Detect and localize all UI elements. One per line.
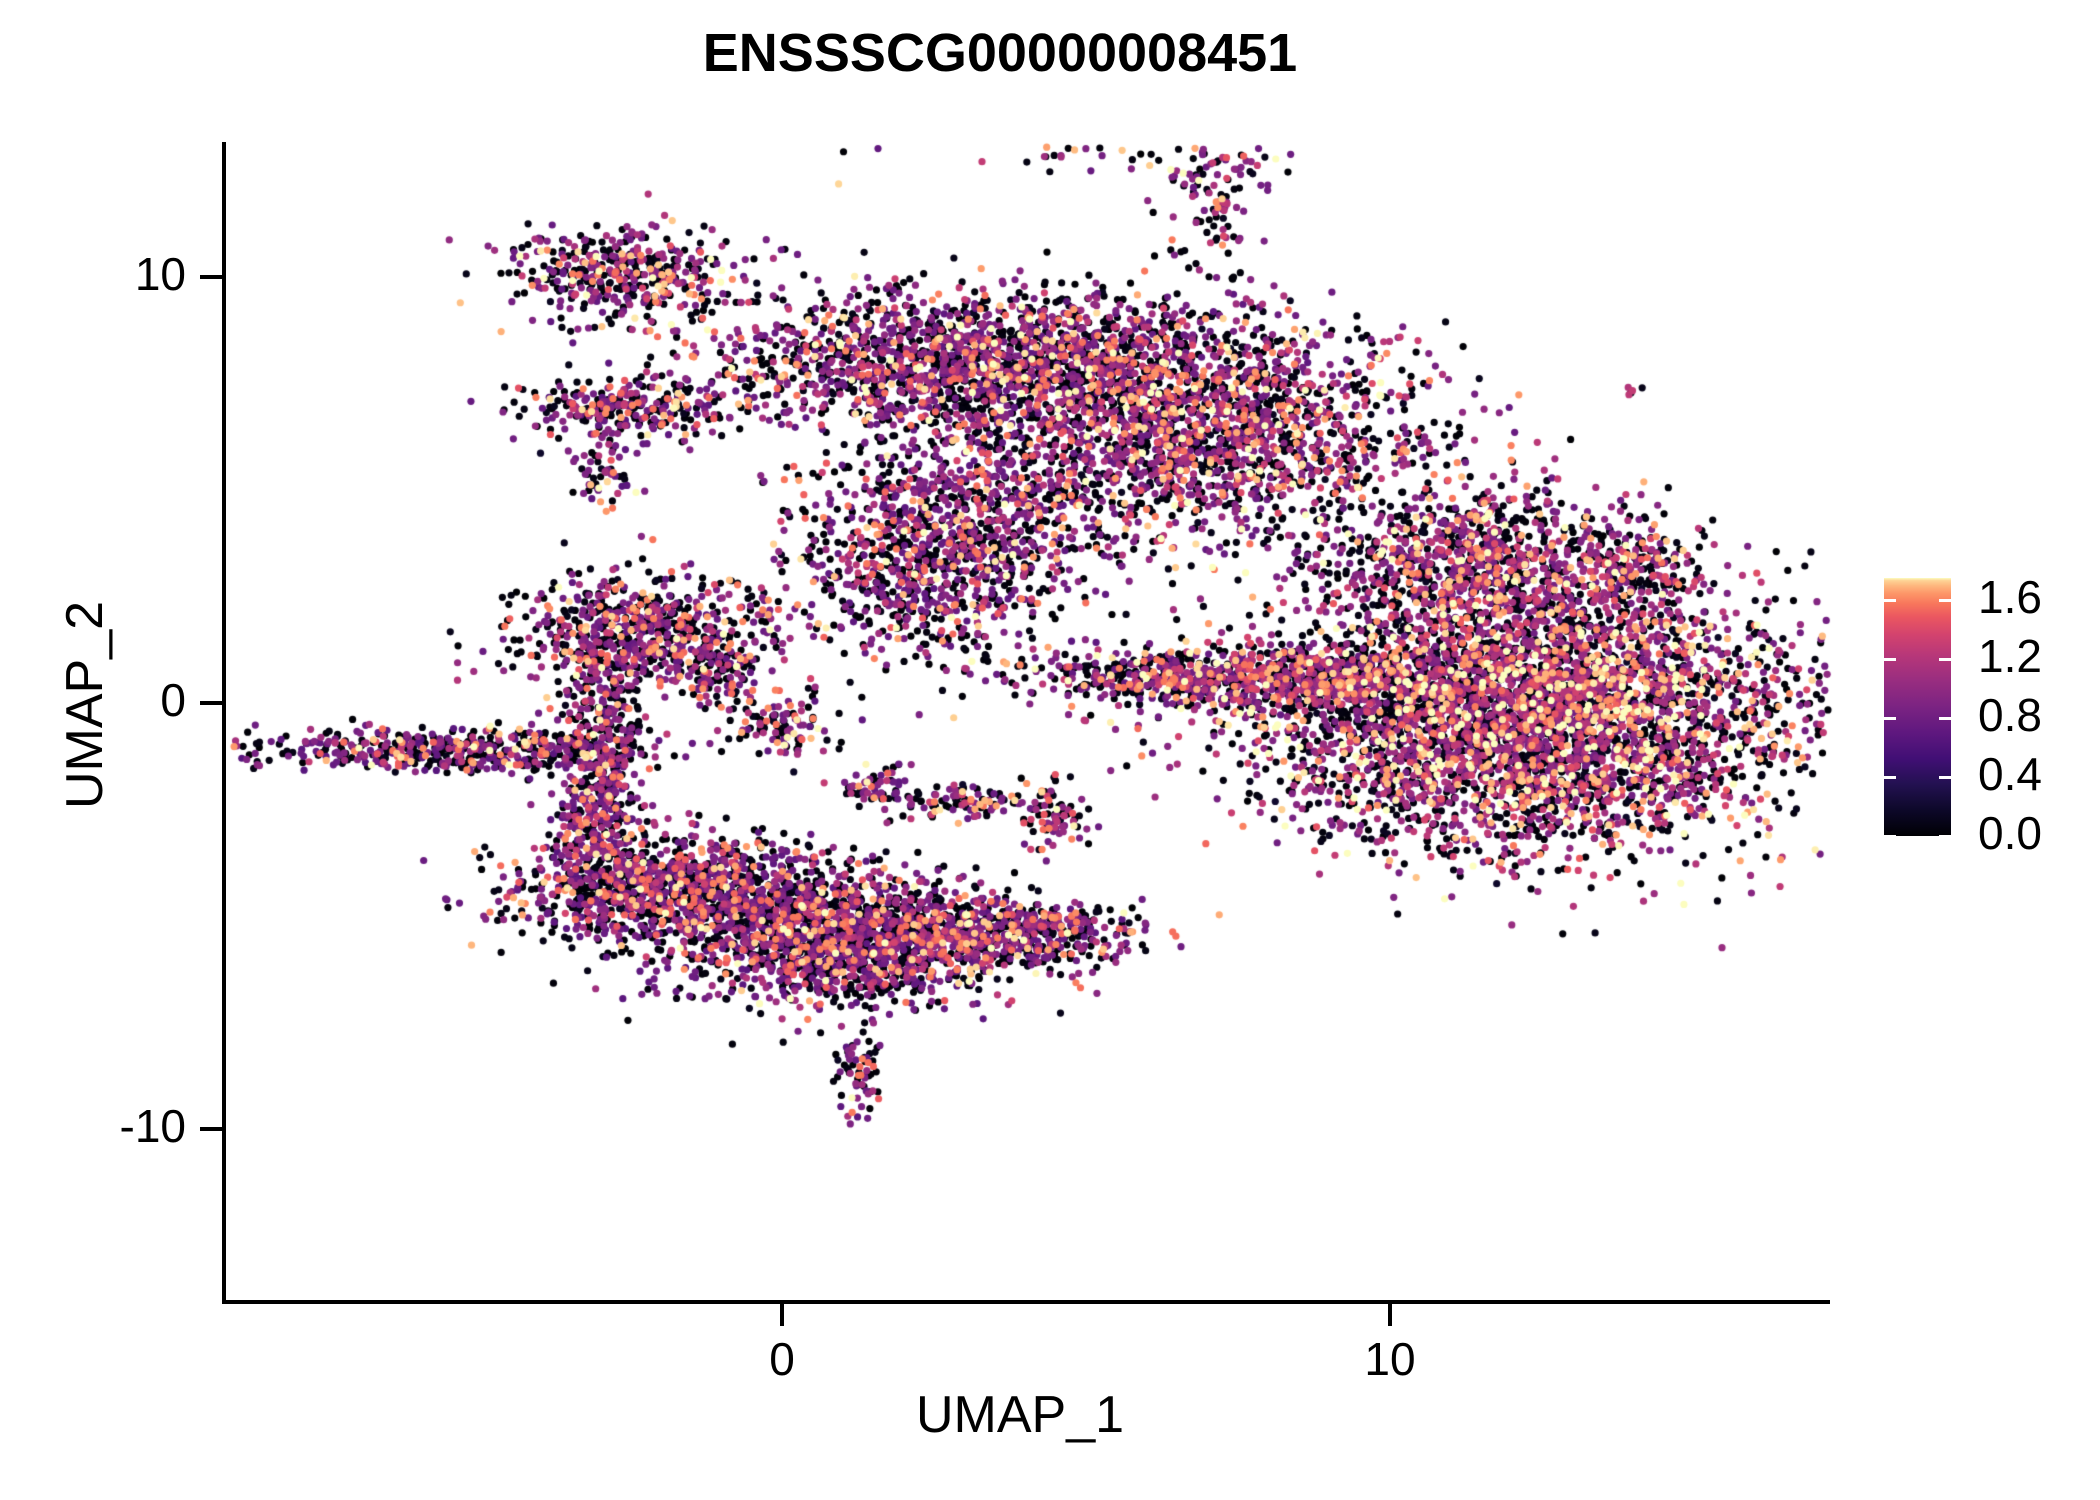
colorbar-tick-mark [1939, 717, 1951, 721]
colorbar-tick-label: 0.0 [1978, 807, 2042, 859]
colorbar-tick-label: 1.6 [1978, 571, 2042, 624]
y-tick-label: 10 [134, 248, 186, 300]
y-axis-title: UMAP_2 [56, 600, 114, 810]
colorbar-tick-label: 0.4 [1978, 748, 2042, 801]
x-tick-mark [780, 1304, 784, 1326]
y-tick-mark [200, 701, 222, 705]
colorbar-tick-label: 1.2 [1978, 630, 2042, 683]
x-tick-mark [1388, 1304, 1392, 1326]
x-tick-label: 10 [1364, 1333, 1416, 1385]
y-tick-label: 0 [160, 674, 186, 726]
x-tick-label: 0 [769, 1333, 795, 1385]
colorbar-tick-mark [1884, 776, 1896, 780]
x-axis-line [222, 1300, 1830, 1304]
colorbar-tick-mark [1884, 658, 1896, 662]
x-axis-title: UMAP_1 [915, 1386, 1125, 1444]
colorbar-tick-mark [1939, 776, 1951, 780]
colorbar-tick-mark [1884, 717, 1896, 721]
colorbar-tick-mark [1884, 835, 1896, 838]
colorbar-tick-mark [1884, 599, 1896, 603]
colorbar-tick-label: 0.8 [1978, 689, 2042, 742]
y-axis-line [222, 142, 226, 1304]
y-tick-mark [200, 275, 222, 279]
colorbar-tick-mark [1939, 658, 1951, 662]
colorbar-tick-mark [1939, 835, 1951, 838]
y-tick-mark [200, 1127, 222, 1131]
colorbar-gradient [1884, 578, 1951, 836]
colorbar-tick-mark [1939, 599, 1951, 603]
y-tick-label: -10 [119, 1100, 186, 1152]
colorbar-legend: 1.6 1.2 0.8 0.4 0.0 [1884, 574, 2084, 856]
